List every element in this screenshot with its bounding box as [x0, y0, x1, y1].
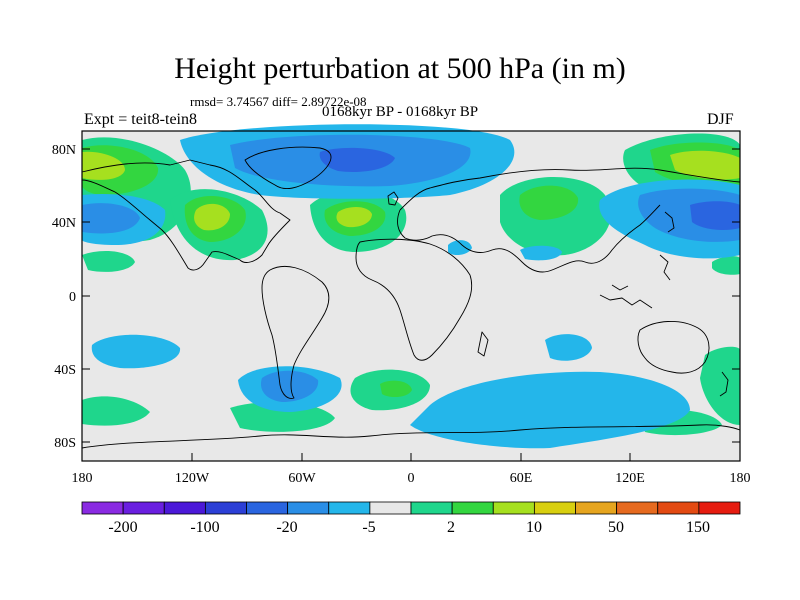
- longitude-labels: 180 120W 60W 0 60E 120E 180: [72, 471, 751, 486]
- colorbar-swatch: [122, 501, 165, 515]
- colorbar-swatch: [657, 501, 700, 515]
- latitude-labels: 80N 40N 0 40S 80S: [52, 143, 76, 451]
- anomaly-patch: [410, 371, 690, 449]
- colorbar-swatch: [410, 501, 453, 515]
- colorbar-labels: -200 -100 -20 -5 2 10 50 150: [108, 519, 710, 536]
- stats-label: rmsd= 3.74567 diff= 2.89722e-08: [190, 94, 367, 109]
- anomaly-patch: [230, 402, 335, 432]
- anomaly-patch: [82, 250, 135, 272]
- lon-label: 0: [408, 471, 415, 486]
- colorbar-swatch: [287, 501, 330, 515]
- plot-title: Height perturbation at 500 hPa (in m): [174, 52, 626, 85]
- coastline-europe-asia: [397, 167, 741, 273]
- coastline-north-america: [81, 159, 291, 271]
- lat-label: 40N: [52, 216, 76, 231]
- coastlines: [81, 146, 741, 449]
- coastline-antarctica: [81, 424, 741, 449]
- anomaly-patch: [380, 380, 412, 398]
- colorbar-label: 50: [608, 519, 624, 536]
- colorbar-label: 10: [526, 519, 542, 536]
- anomaly-patch: [260, 370, 319, 402]
- anomaly-patch: [545, 334, 592, 361]
- anomaly-patch: [82, 151, 125, 180]
- colorbar-swatch: [616, 501, 659, 515]
- anomaly-patch: [336, 206, 372, 228]
- colorbar-swatch: [369, 501, 412, 515]
- colorbar-swatch: [492, 501, 535, 515]
- colorbar-label: -200: [108, 519, 137, 536]
- colorbar-swatch: [533, 501, 576, 515]
- season-label: DJF: [707, 111, 734, 128]
- anomaly-patch: [448, 240, 472, 256]
- anomaly-patch: [194, 203, 230, 231]
- coastline-greenland: [244, 146, 332, 190]
- anomaly-patch: [319, 147, 395, 172]
- latitude-ticks: [82, 148, 740, 443]
- colorbar-label: 150: [686, 519, 710, 536]
- anomaly-patch: [670, 150, 740, 180]
- coastline-madagascar: [477, 331, 489, 357]
- lon-label: 120E: [615, 471, 645, 486]
- colorbar-swatch: [328, 501, 371, 515]
- experiment-label: Expt = teit8-tein8: [84, 111, 197, 128]
- anomaly-patch: [82, 203, 140, 234]
- colorbar-label: -5: [362, 519, 375, 536]
- coastline-south-america: [261, 266, 330, 399]
- colorbar-swatch: [81, 501, 124, 515]
- lon-label: 180: [72, 471, 93, 486]
- period-label: 0168kyr BP - 0168kyr BP: [322, 104, 479, 120]
- lon-label: 180: [730, 471, 751, 486]
- lat-label: 80S: [54, 436, 76, 451]
- peak-negative-anomalies: [319, 147, 740, 230]
- colorbar: [81, 501, 741, 515]
- coastline-uk: [387, 191, 399, 206]
- lat-label: 80N: [52, 143, 76, 158]
- lon-label: 60W: [288, 471, 316, 486]
- colorbar-swatch: [163, 501, 206, 515]
- lat-label: 0: [69, 290, 76, 305]
- colorbar-swatch: [204, 501, 247, 515]
- longitude-ticks: [81, 453, 741, 461]
- colorbar-swatch: [698, 501, 741, 515]
- colorbar-label: 2: [447, 519, 455, 536]
- coastline-new-zealand: [719, 371, 729, 397]
- peak-positive-anomalies: [82, 150, 740, 231]
- anomaly-patch: [520, 245, 562, 261]
- anomaly-patch: [82, 396, 150, 426]
- coastline-africa: [355, 238, 473, 361]
- anomaly-patch: [712, 256, 740, 275]
- anomaly-patch: [519, 185, 579, 220]
- colorbar-label: -100: [190, 519, 219, 536]
- lat-label: 40S: [54, 363, 76, 378]
- anomaly-patch: [91, 334, 181, 369]
- colorbar-swatch: [246, 501, 289, 515]
- map-panel: 80N 40N 0 40S 80S 180 120W 60W 0 60E 120…: [52, 124, 751, 486]
- coastline-japan: [664, 211, 675, 233]
- anomaly-patch: [690, 201, 740, 230]
- colorbar-swatch: [575, 501, 618, 515]
- lon-label: 120W: [175, 471, 210, 486]
- colorbar-label: -20: [276, 519, 297, 536]
- colorbar-swatch: [451, 501, 494, 515]
- lon-label: 60E: [510, 471, 533, 486]
- coastline-maritime-asia: [599, 254, 671, 309]
- anomaly-patch: [700, 346, 740, 425]
- coastline-australia: [637, 321, 710, 374]
